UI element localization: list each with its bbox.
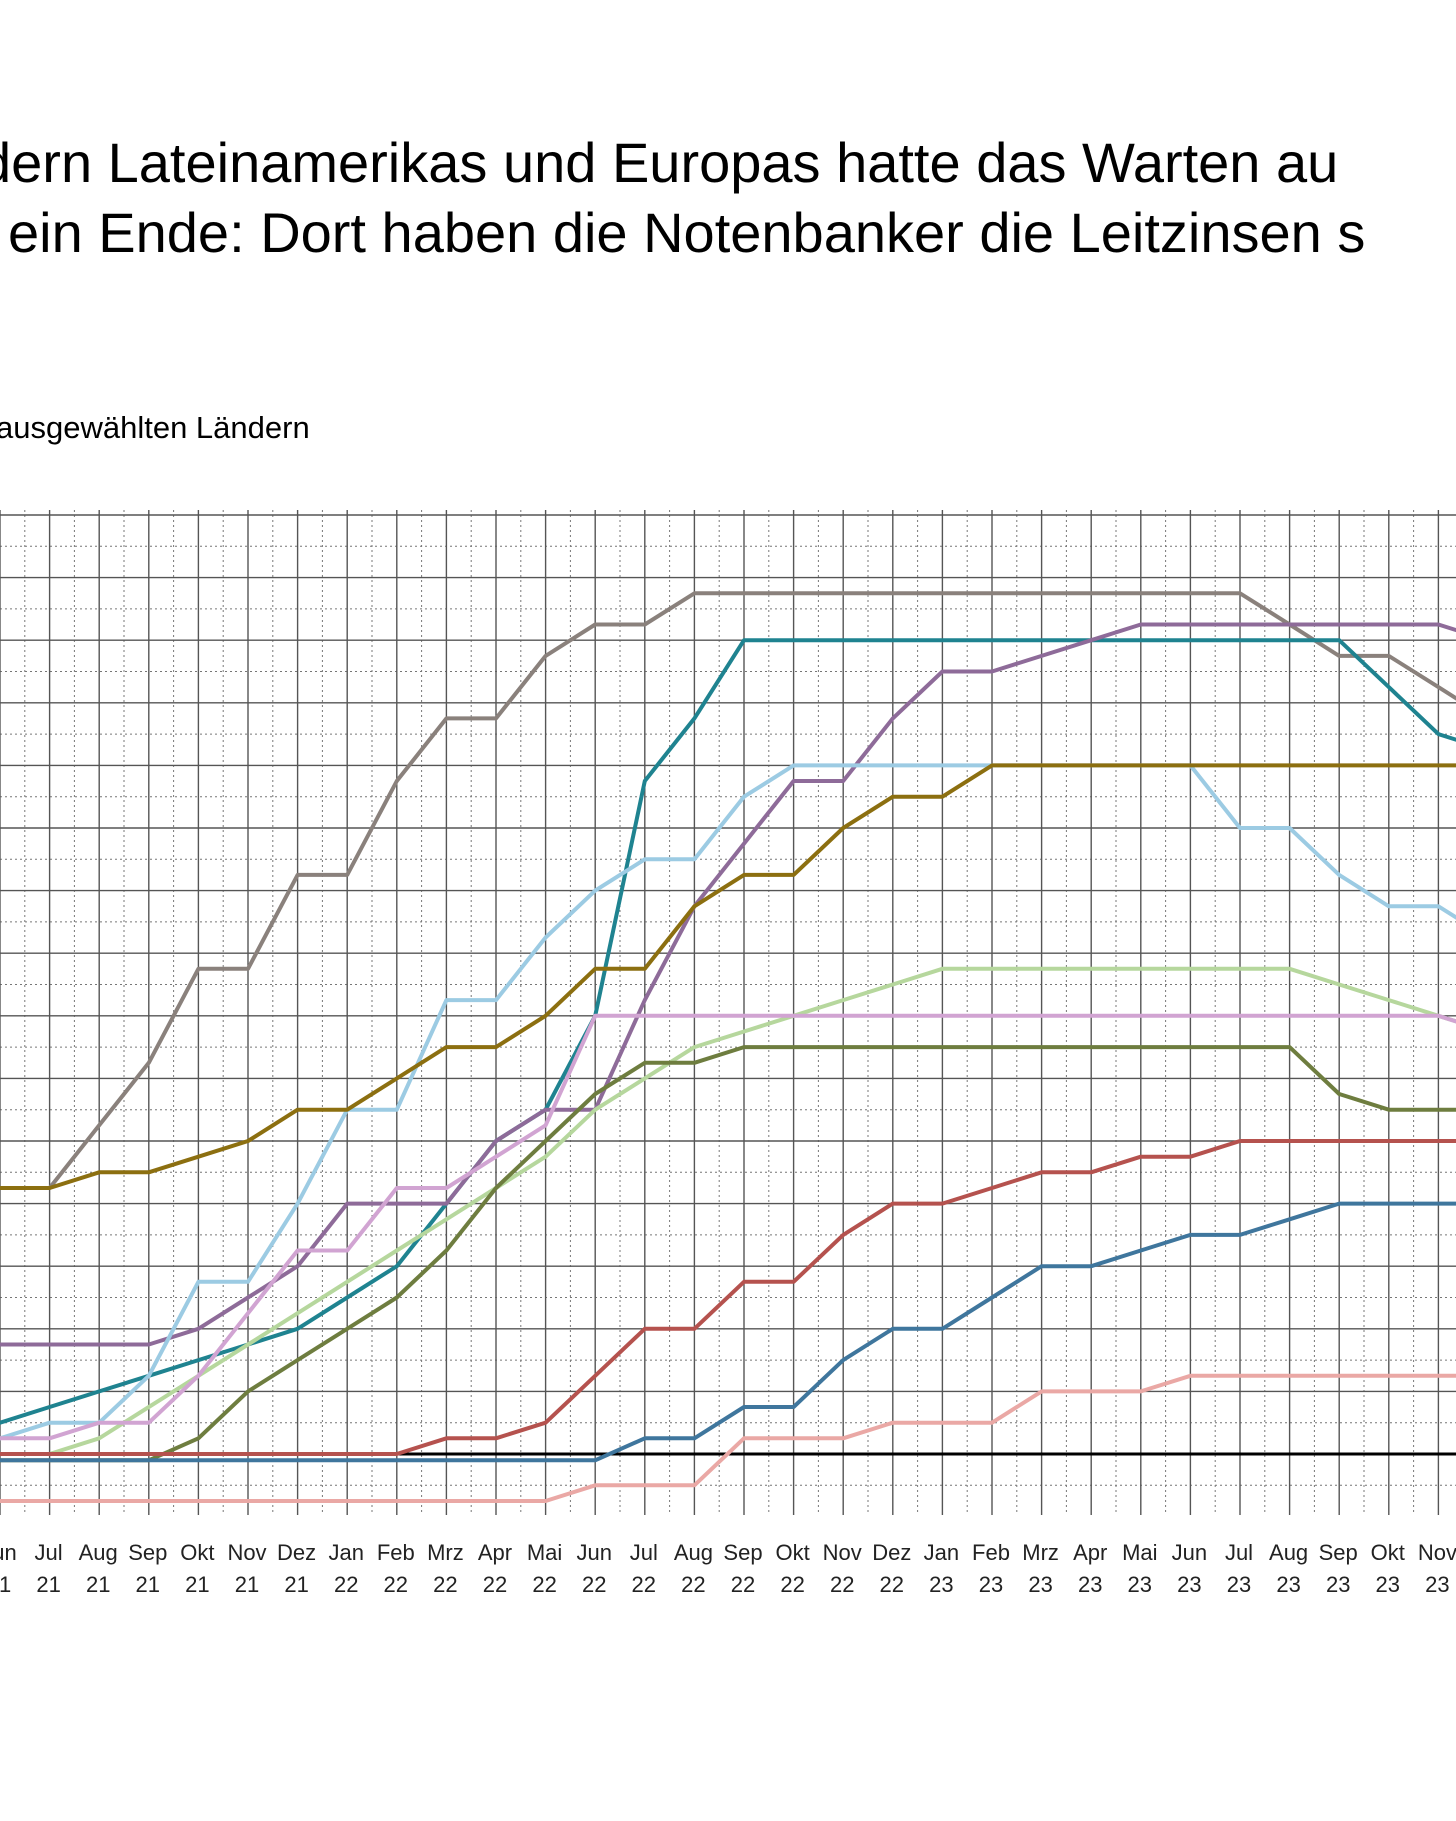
x-tick-month: Apr (1073, 1540, 1107, 1565)
x-tick-month: Jun (1172, 1540, 1207, 1565)
x-tick-year: 23 (1276, 1572, 1300, 1597)
x-tick-year: 23 (1078, 1572, 1102, 1597)
x-tick-year: 23 (1376, 1572, 1400, 1597)
x-tick-year: 23 (1425, 1572, 1449, 1597)
x-tick-month: Apr (478, 1540, 512, 1565)
x-tick-year: 23 (979, 1572, 1003, 1597)
x-tick-year: 22 (880, 1572, 904, 1597)
x-tick-month: Mai (527, 1540, 562, 1565)
x-tick-year: 23 (929, 1572, 953, 1597)
x-tick-month: Jan (328, 1540, 363, 1565)
x-tick-year: 23 (1177, 1572, 1201, 1597)
x-tick-month: Mrz (1022, 1540, 1059, 1565)
x-tick-year: 22 (532, 1572, 556, 1597)
series-line-7 (0, 1013, 1456, 1441)
x-tick-year: 22 (780, 1572, 804, 1597)
x-tick-year: 22 (681, 1572, 705, 1597)
x-tick-year: 21 (185, 1572, 209, 1597)
x-tick-month: Aug (674, 1540, 713, 1565)
series-lines (0, 591, 1456, 1503)
x-tick-year: 23 (1028, 1572, 1052, 1597)
x-tick-year: 23 (1326, 1572, 1350, 1597)
x-tick-month: Nov (227, 1540, 266, 1565)
x-tick-month: Mai (1122, 1540, 1157, 1565)
series-line-9 (0, 1139, 1456, 1456)
x-tick-year: 22 (632, 1572, 656, 1597)
x-tick-year: 21 (235, 1572, 259, 1597)
x-tick-year: 23 (1128, 1572, 1152, 1597)
x-tick-month: Jul (35, 1540, 63, 1565)
x-tick-month: Sep (128, 1540, 167, 1565)
title-line-2: ein Ende: Dort haben die Notenbanker die… (8, 201, 1366, 264)
x-tick-month: Dez (277, 1540, 316, 1565)
x-tick-month: Mrz (427, 1540, 464, 1565)
x-tick-year: 22 (830, 1572, 854, 1597)
series-line-8 (0, 1045, 1456, 1463)
series-line-1 (0, 591, 1456, 1190)
x-tick-month: Okt (775, 1540, 809, 1565)
x-tick-month: Jul (630, 1540, 658, 1565)
series-line-5 (0, 763, 1456, 1190)
x-tick-month: Nov (823, 1540, 862, 1565)
x-tick-year: 22 (433, 1572, 457, 1597)
series-line-4 (0, 763, 1456, 1441)
x-tick-month: Sep (1319, 1540, 1358, 1565)
x-tick-month: Okt (1371, 1540, 1405, 1565)
series-line-6 (0, 966, 1456, 1456)
x-tick-year: 22 (582, 1572, 606, 1597)
x-tick-year: 22 (334, 1572, 358, 1597)
x-tick-month: Dez (872, 1540, 911, 1565)
x-tick-month: Nov (1418, 1540, 1456, 1565)
x-tick-month: Jun (0, 1540, 17, 1565)
x-tick-month: Jun (576, 1540, 611, 1565)
chart-subtitle: ausgewählten Ländern (0, 410, 310, 445)
x-tick-year: 23 (1227, 1572, 1251, 1597)
x-tick-month: Aug (1269, 1540, 1308, 1565)
title-line-1: dern Lateinamerikas und Europas hatte da… (0, 131, 1339, 194)
chart-title: dern Lateinamerikas und Europas hatte da… (0, 128, 1456, 268)
x-tick-month: Jan (924, 1540, 959, 1565)
x-tick-month: Sep (723, 1540, 762, 1565)
series-line-3 (0, 622, 1456, 1347)
x-tick-year: 21 (36, 1572, 60, 1597)
series-line-10 (0, 1201, 1456, 1463)
x-tick-year: 22 (731, 1572, 755, 1597)
series-line-11 (0, 1373, 1456, 1503)
x-tick-month: Okt (180, 1540, 214, 1565)
x-axis-labels: Jun 21 Jul 21 Aug 21 Sep 21 Okt 21 Nov 21 Dez 21 Jan 22… (0, 1540, 1456, 1597)
x-tick-year: 21 (86, 1572, 110, 1597)
x-tick-month: Jul (1225, 1540, 1253, 1565)
x-tick-year: 22 (384, 1572, 408, 1597)
series-line-2 (0, 638, 1456, 1425)
x-tick-month: Feb (972, 1540, 1010, 1565)
x-tick-year: 21 (0, 1572, 11, 1597)
x-tick-year: 22 (483, 1572, 507, 1597)
x-tick-month: Feb (377, 1540, 415, 1565)
x-tick-month: Aug (79, 1540, 118, 1565)
x-tick-year: 21 (136, 1572, 160, 1597)
x-tick-year: 21 (284, 1572, 308, 1597)
